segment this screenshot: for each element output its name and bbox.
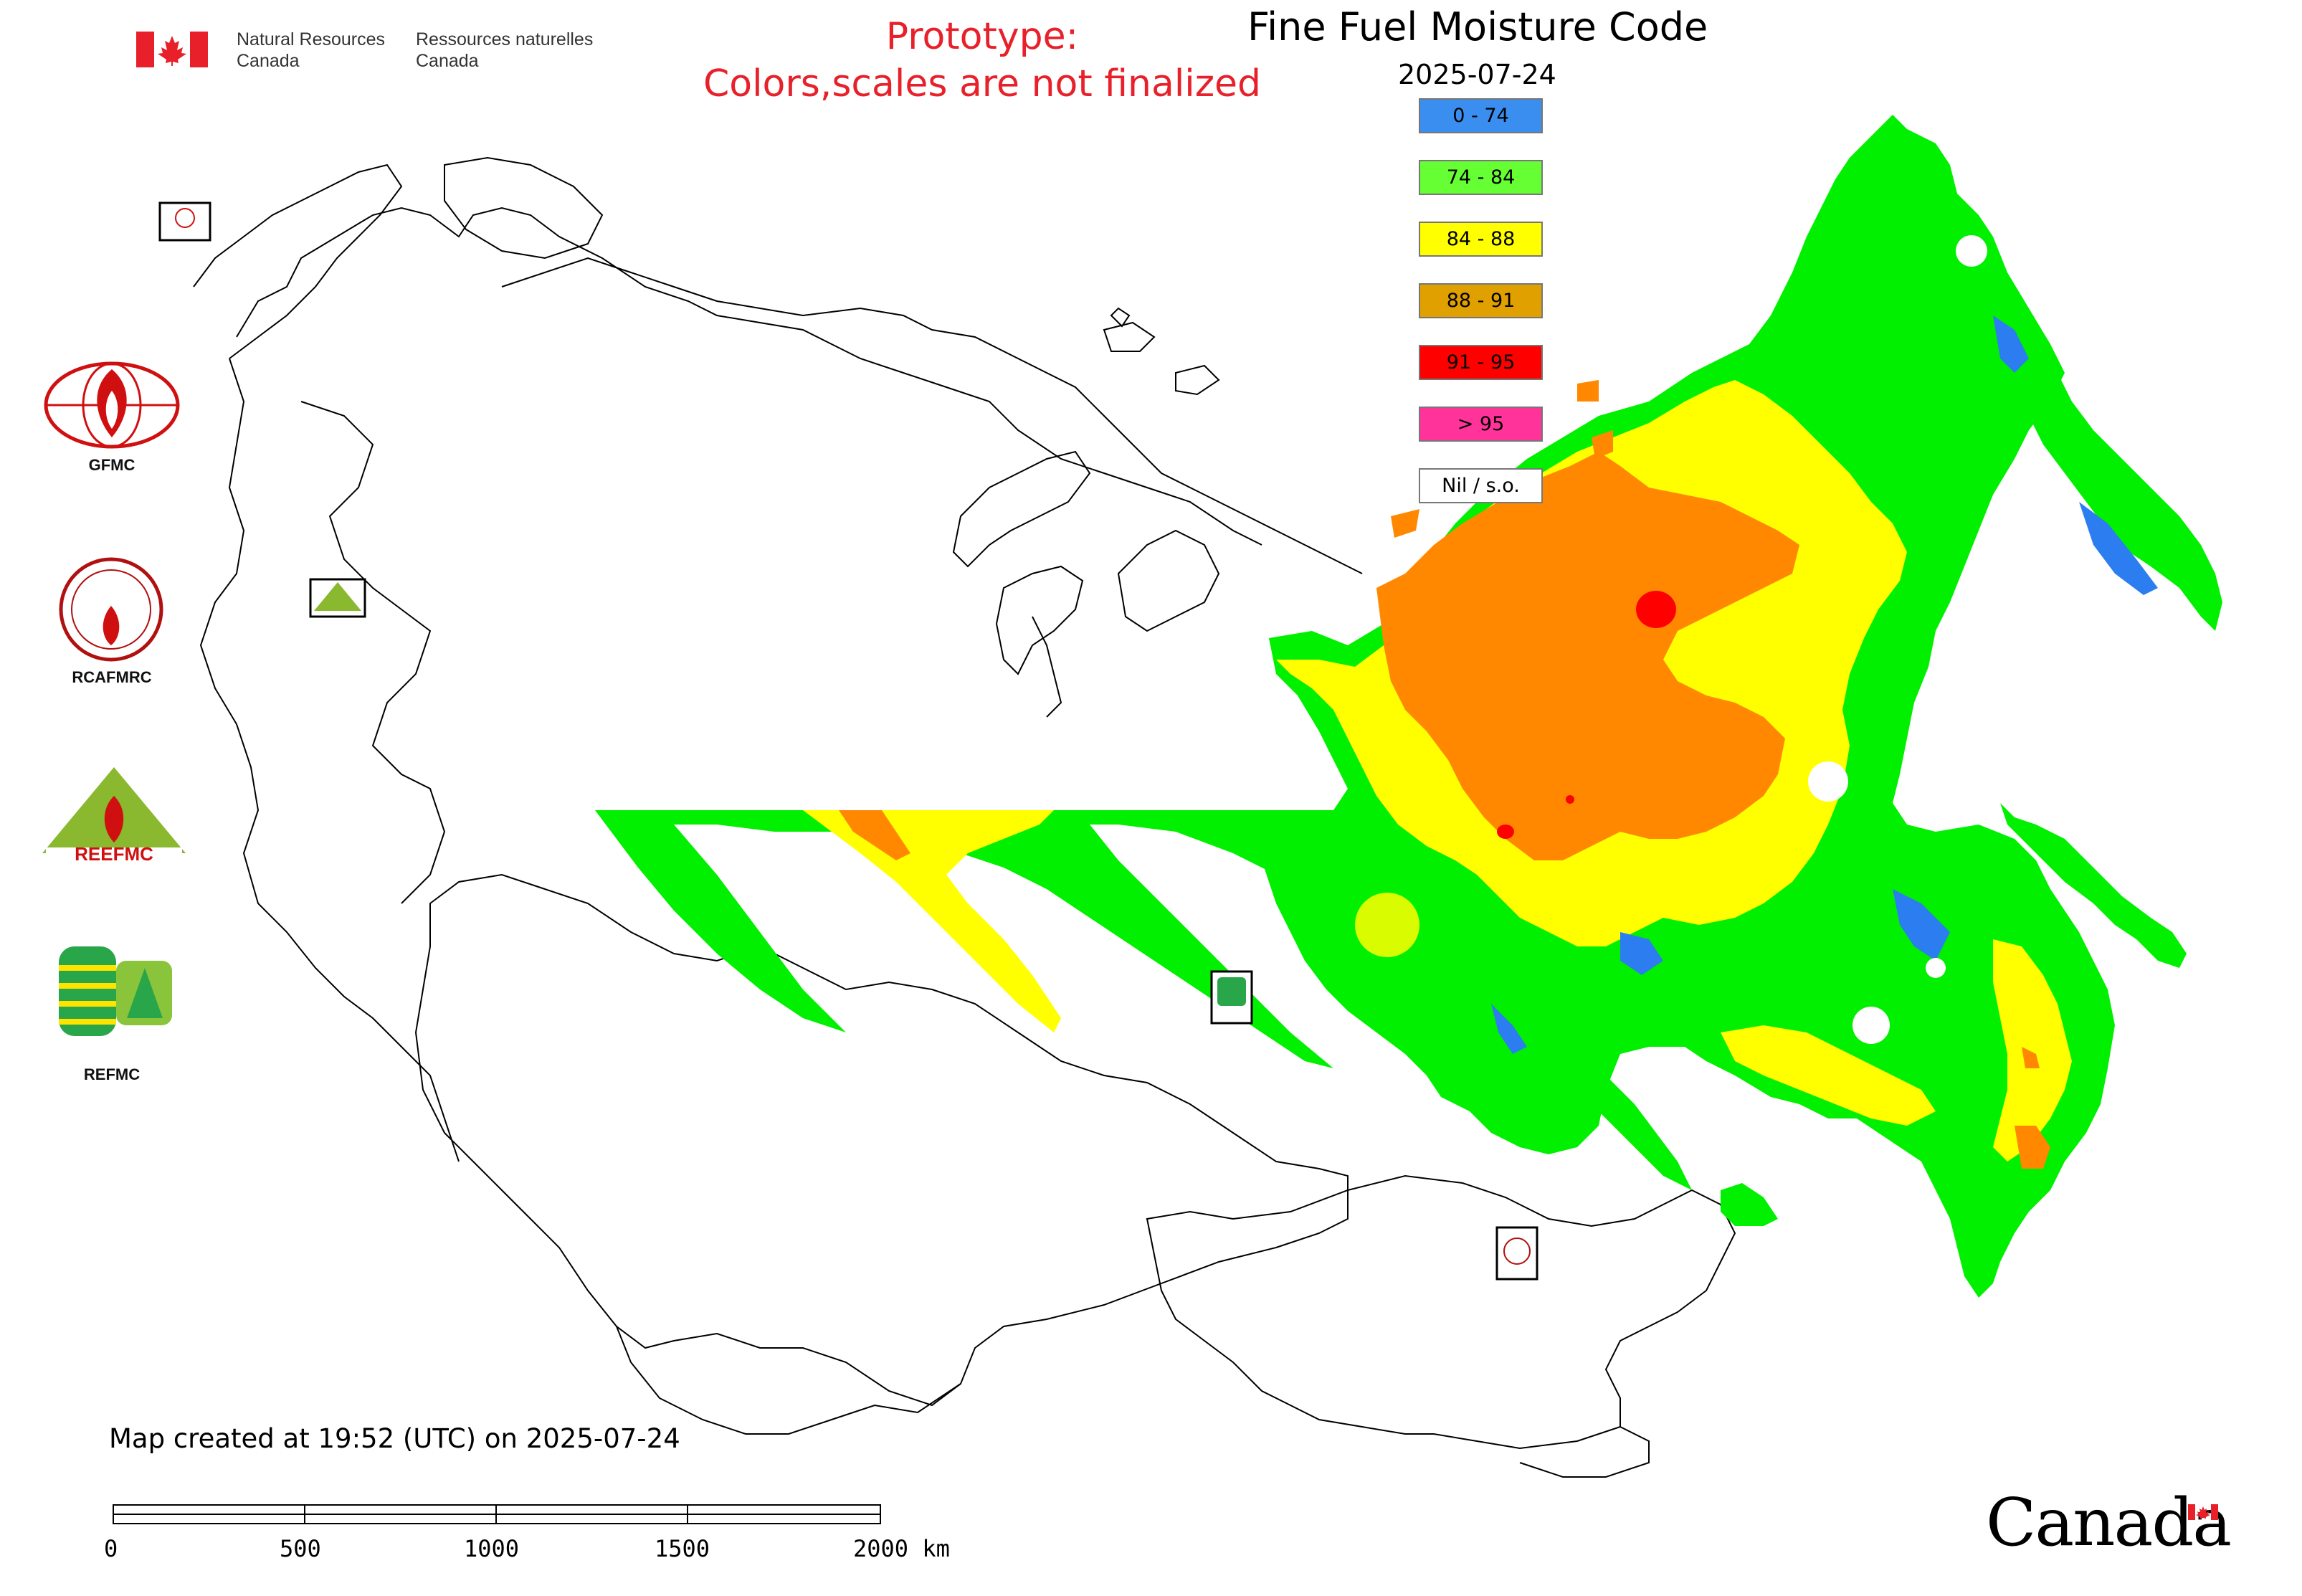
rcafmrc-marker-icon xyxy=(1503,1238,1531,1265)
ffmc-orange-swath xyxy=(839,810,910,860)
ffmc-raster xyxy=(595,115,2222,1298)
legend-item-0-74: 0 - 74 xyxy=(1419,98,1543,133)
ffmc-red-spot-3 xyxy=(1566,795,1574,804)
ffmc-green-swath xyxy=(595,810,1692,1190)
ffmc-korea-patch xyxy=(1721,1183,1778,1226)
legend-item-91-95: 91 - 95 xyxy=(1419,345,1543,380)
ffmc-yellow-primorye xyxy=(1993,939,2072,1162)
ffmc-orange-region xyxy=(1376,452,1799,860)
gfmc-marker-icon xyxy=(175,208,195,228)
scale-tick-1500: 1500 xyxy=(655,1535,710,1562)
map-date: 2025-07-24 xyxy=(1398,59,1556,90)
legend-item-nil: Nil / s.o. xyxy=(1419,468,1543,503)
legend-item-84-88: 84 - 88 xyxy=(1419,222,1543,257)
rcafmrc-map-marker xyxy=(1495,1226,1538,1281)
country-borders xyxy=(193,156,1736,1478)
scale-tick-1000: 1000 xyxy=(464,1535,520,1562)
canada-wordmark: Canada xyxy=(1986,1484,2232,1561)
legend-item-88-91: 88 - 91 xyxy=(1419,283,1543,318)
kola-outline xyxy=(444,156,604,260)
refmc-marker-icon xyxy=(1217,977,1246,1006)
gfmc-logo-icon xyxy=(40,358,184,459)
canada-flag-icon xyxy=(136,32,208,67)
scandinavia-outline xyxy=(193,163,403,359)
gfmc-map-marker xyxy=(158,201,211,242)
russia-arctic-coast xyxy=(501,257,1363,574)
org-en-line2: Canada xyxy=(237,51,300,71)
canada-wordmark-flag-icon xyxy=(2188,1504,2218,1520)
ffmc-orange-primorye xyxy=(2015,1047,2050,1169)
ffmc-blue-patch-amur xyxy=(1506,889,1950,1040)
ffmc-nil-hole-2 xyxy=(1852,1007,1890,1044)
scale-tick-0: 0 xyxy=(104,1535,118,1562)
org-fr-line1: Ressources naturelles xyxy=(416,29,594,49)
russia-west-outline xyxy=(236,206,1262,546)
prototype-notice: Prototype: Colors,scales are not finaliz… xyxy=(674,13,1290,108)
org-fr-line2: Canada xyxy=(416,51,479,71)
scale-bar xyxy=(113,1504,881,1524)
legend-item-gt-95: > 95 xyxy=(1419,407,1543,442)
org-name-fr: Ressources naturelles Canada xyxy=(416,29,593,72)
prototype-line1: Prototype: xyxy=(885,15,1079,58)
prototype-line2: Colors,scales are not finalized xyxy=(703,62,1262,105)
ffmc-nil-hole-4 xyxy=(1926,958,1946,978)
rcafmrc-logo-icon xyxy=(57,552,165,667)
ob-bay-outline xyxy=(1032,616,1062,718)
yamal-outline xyxy=(995,565,1084,675)
scale-tick-2000: 2000 km xyxy=(853,1535,950,1562)
novaya-zemlya-outline xyxy=(952,450,1091,568)
ffmc-kamchatka xyxy=(1979,272,2222,631)
rcafmrc-label: RCAFMRC xyxy=(72,668,152,686)
ffmc-nil-hole-3 xyxy=(1690,1109,1716,1135)
ffmc-yellow-south-band xyxy=(1721,1025,1936,1126)
eastern-europe-borders xyxy=(199,358,460,1162)
map-logo-markers xyxy=(158,201,1538,1281)
ffmc-red-spot-1 xyxy=(1636,591,1676,628)
refmc-label: REFMC xyxy=(83,1065,141,1083)
reefmc-logo-icon: REEFMC xyxy=(39,767,189,868)
gfmc-label: GFMC xyxy=(88,456,135,474)
map-created-note: Map created at 19:52 (UTC) on 2025-07-24 xyxy=(109,1423,680,1454)
ffmc-yellow-blob-swath xyxy=(1355,893,1419,957)
belarus-ukraine-borders xyxy=(300,401,446,904)
ffmc-orange-islands xyxy=(1391,380,1613,552)
org-en-line1: Natural Resources xyxy=(237,29,386,49)
mongolia-outline xyxy=(1146,1174,1736,1450)
refmc-logo-icon xyxy=(59,946,173,1036)
ffmc-nil-hole-5 xyxy=(1956,235,1987,267)
org-name-en: Natural Resources Canada xyxy=(237,29,385,72)
scale-tick-500: 500 xyxy=(280,1535,321,1562)
ffmc-sakhalin xyxy=(2000,803,2187,968)
map-title: Fine Fuel Moisture Code xyxy=(1247,4,1708,49)
ffmc-blue-patch-kamchatka xyxy=(1993,315,2158,595)
ffmc-blue-swath xyxy=(1491,1004,1527,1054)
ffmc-red-spot-2 xyxy=(1497,825,1514,839)
taymyr-outline xyxy=(1117,529,1220,632)
ffmc-nil-hole-1 xyxy=(1808,761,1848,802)
reefmc-marker-icon xyxy=(314,582,361,611)
china-north-border xyxy=(1519,1426,1650,1478)
kazakhstan-outline xyxy=(414,873,1349,1407)
central-asia-borders xyxy=(616,1326,961,1435)
north-islands xyxy=(1103,307,1220,396)
legend-item-74-84: 74 - 84 xyxy=(1419,160,1543,195)
svg-text:REEFMC: REEFMC xyxy=(75,843,153,865)
ffmc-yellow-swath xyxy=(803,810,1061,1032)
